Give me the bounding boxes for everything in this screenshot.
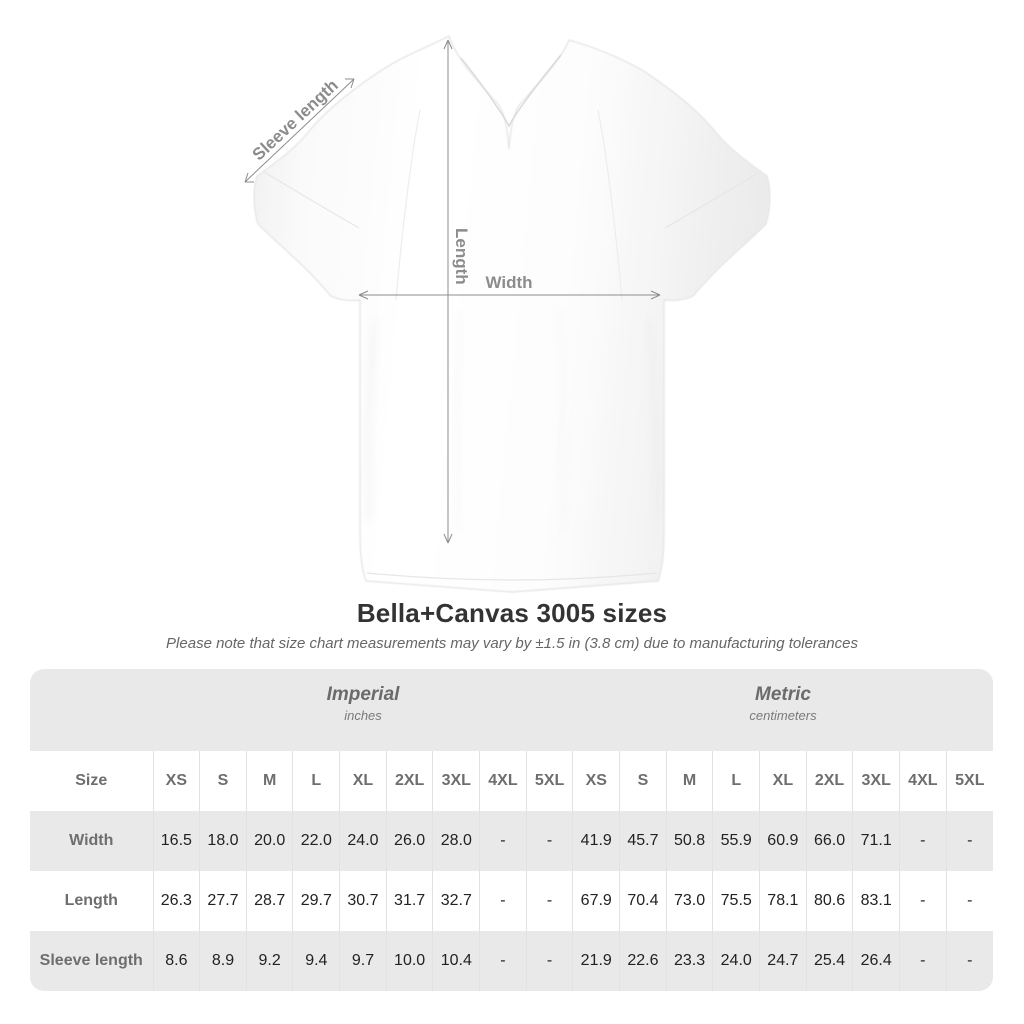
svg-text:Length: Length (452, 228, 471, 285)
svg-text:Width: Width (485, 273, 532, 292)
